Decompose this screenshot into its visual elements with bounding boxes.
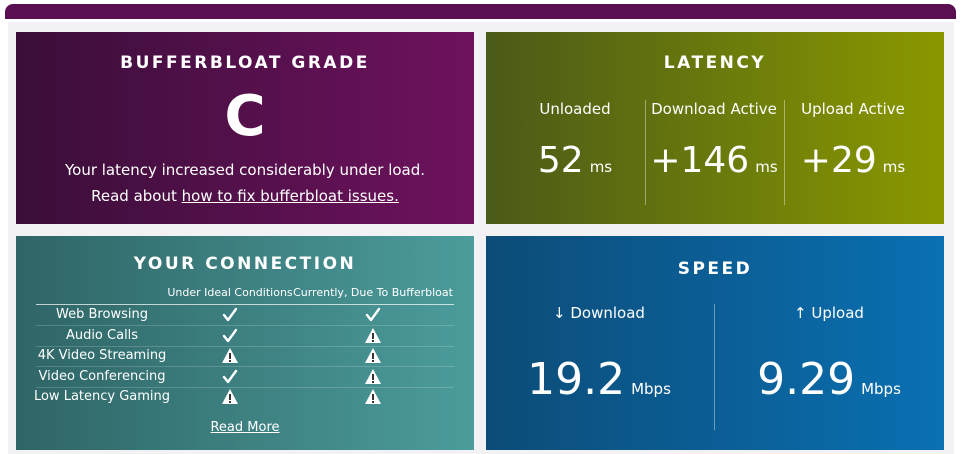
check-icon	[222, 369, 238, 383]
metric-label: Download Active	[651, 100, 777, 118]
metric-unit: ms	[589, 158, 613, 176]
card-title: LATENCY	[663, 53, 767, 73]
column-divider	[714, 304, 715, 430]
metric-value-group: 19.2 Mbps	[527, 354, 671, 405]
grade-letter: C	[224, 84, 266, 149]
check-icon	[222, 307, 238, 322]
grade-message: Your latency increased considerably unde…	[64, 161, 426, 179]
column-divider	[644, 100, 646, 205]
metric-value: 9.29	[757, 354, 856, 405]
metric-unit: Mbps	[861, 380, 901, 398]
row-name: 4K Video Streaming	[37, 348, 167, 363]
warning-icon	[365, 368, 381, 384]
metric-value: 52	[537, 140, 584, 181]
warning-icon	[222, 348, 238, 363]
metric-value-group: +146 ms	[650, 140, 777, 181]
metric-value: +146	[650, 140, 750, 181]
check-icon	[365, 307, 381, 322]
row-name: Video Conferencing	[38, 368, 166, 384]
metric-label: Upload Active	[801, 100, 905, 118]
metric-label: Unloaded	[539, 100, 611, 118]
metric-value-group: 52 ms	[538, 140, 612, 181]
metric-label: ↑ Upload	[794, 304, 864, 322]
warning-icon	[365, 389, 381, 404]
fix-link[interactable]: how to fix bufferbloat issues.	[181, 187, 399, 205]
row-name: Low Latency Gaming	[33, 389, 171, 404]
card-title: SPEED	[677, 259, 753, 279]
column-header: Currently, Due To Bufferbloat	[293, 286, 453, 299]
row-name: Audio Calls	[65, 327, 139, 343]
metric-unit: ms	[882, 158, 906, 176]
warning-icon	[222, 389, 238, 404]
metric-value: +29	[800, 140, 877, 181]
read-more-link[interactable]: Read More	[210, 420, 280, 435]
grade-card: BUFFERBLOAT GRADE C Your latency increas…	[16, 32, 474, 224]
row-rule	[36, 345, 454, 347]
metric-value-group: 9.29 Mbps	[757, 354, 901, 405]
metric-label: ↓ Download	[553, 304, 645, 322]
column-header: Under Ideal Conditions	[167, 286, 293, 299]
row-rule	[36, 386, 454, 388]
card-title: BUFFERBLOAT GRADE	[120, 53, 370, 73]
warning-icon	[365, 327, 381, 343]
row-rule	[36, 325, 454, 326]
header-rule	[36, 304, 454, 305]
fix-line: Read about how to fix bufferbloat issues…	[91, 187, 399, 205]
latency-card: LATENCY Unloaded 52 ms Download Active +146 m…	[486, 32, 944, 224]
metric-value: 19.2	[527, 354, 626, 405]
metric-unit: ms	[755, 158, 778, 176]
check-icon	[222, 328, 238, 342]
card-title: YOUR CONNECTION	[133, 254, 357, 274]
metric-unit: Mbps	[631, 380, 671, 398]
metric-value-group: +29 ms	[801, 140, 905, 181]
top-bar	[5, 4, 956, 19]
row-name: Web Browsing	[56, 307, 148, 322]
column-divider	[783, 100, 785, 205]
speed-card: SPEED ↓ Download 19.2 Mbps ↑ Upload 9.29 Mbps	[486, 236, 944, 450]
warning-icon	[365, 348, 381, 363]
link-prefix: Read about	[91, 187, 177, 205]
row-rule	[36, 366, 454, 367]
connection-card: YOUR CONNECTION Under Ideal Conditions C…	[16, 236, 474, 450]
